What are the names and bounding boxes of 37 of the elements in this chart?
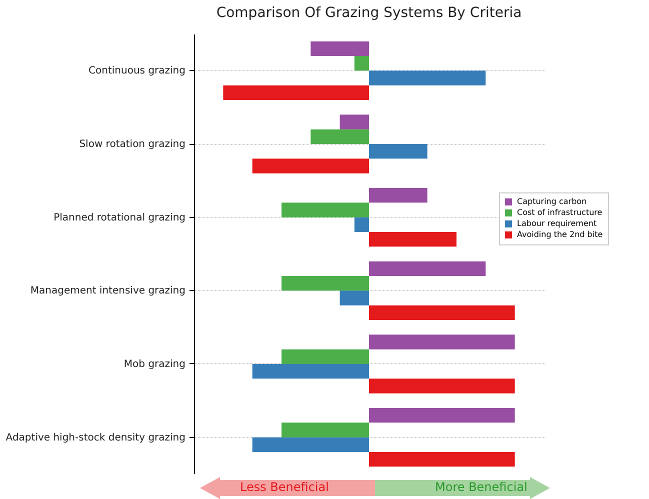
bar <box>310 41 369 56</box>
legend-label: Labour requirement <box>517 218 597 228</box>
bar <box>310 129 369 144</box>
y-tick-label: Adaptive high-stock density grazing <box>6 432 186 444</box>
bar <box>369 188 428 203</box>
legend-label: Avoiding the 2nd bite <box>517 230 603 239</box>
bar <box>340 290 369 306</box>
bar <box>369 378 515 394</box>
bar <box>369 232 456 247</box>
bar <box>223 85 369 100</box>
bar <box>282 276 369 291</box>
bar <box>369 452 515 467</box>
bar <box>282 349 369 364</box>
bar <box>340 114 369 130</box>
bar <box>252 158 369 174</box>
bar <box>252 437 369 452</box>
y-tick-label: Mob grazing <box>124 359 186 370</box>
y-tick-label: Slow rotation grazing <box>79 139 186 150</box>
legend-label: Capturing carbon <box>517 196 587 206</box>
text: Less Beneficial <box>240 479 329 495</box>
chart-title: Comparison Of Grazing Systems By Criteria <box>216 5 522 21</box>
bar <box>354 56 369 71</box>
bar <box>369 408 515 423</box>
bar <box>282 422 369 438</box>
bar <box>369 334 515 350</box>
y-tick-label: Planned rotational grazing <box>54 212 186 224</box>
legend-label: Cost of infrastructure <box>517 208 602 217</box>
bar <box>369 70 486 86</box>
y-tick-label: Management intensive grazing <box>30 286 186 297</box>
bar <box>369 144 428 159</box>
text: More Beneficial <box>435 479 528 495</box>
bar <box>369 261 486 276</box>
bar <box>354 217 369 232</box>
bar <box>252 364 369 379</box>
bar <box>369 305 515 320</box>
bar <box>282 202 369 218</box>
y-tick-label: Continuous grazing <box>88 66 186 77</box>
